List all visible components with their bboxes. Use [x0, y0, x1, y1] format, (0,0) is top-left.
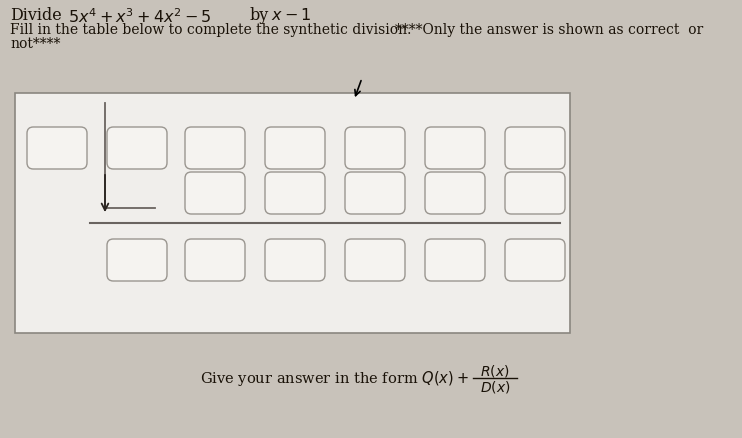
FancyBboxPatch shape [505, 240, 565, 281]
FancyBboxPatch shape [265, 128, 325, 170]
FancyBboxPatch shape [505, 128, 565, 170]
Text: by: by [250, 7, 269, 24]
Text: Fill in the table below to complete the synthetic division.: Fill in the table below to complete the … [10, 23, 411, 37]
FancyBboxPatch shape [27, 128, 87, 170]
FancyBboxPatch shape [425, 128, 485, 170]
FancyBboxPatch shape [265, 240, 325, 281]
FancyBboxPatch shape [107, 128, 167, 170]
FancyBboxPatch shape [107, 240, 167, 281]
FancyBboxPatch shape [425, 240, 485, 281]
Text: Give your answer in the form $Q(x)+$: Give your answer in the form $Q(x)+$ [200, 369, 469, 388]
Bar [15, 94, 570, 333]
FancyBboxPatch shape [265, 173, 325, 215]
FancyBboxPatch shape [185, 173, 245, 215]
Text: $R(x)$: $R(x)$ [480, 362, 510, 378]
FancyBboxPatch shape [345, 240, 405, 281]
FancyBboxPatch shape [425, 173, 485, 215]
Text: $5x^4+x^3+4x^2-5$: $5x^4+x^3+4x^2-5$ [68, 7, 211, 26]
FancyBboxPatch shape [505, 173, 565, 215]
Text: not****: not**** [10, 37, 60, 51]
FancyBboxPatch shape [345, 173, 405, 215]
Text: $D(x)$: $D(x)$ [480, 378, 510, 394]
FancyBboxPatch shape [345, 128, 405, 170]
FancyBboxPatch shape [185, 240, 245, 281]
Text: $x-1$: $x-1$ [271, 7, 312, 23]
Text: ****Only the answer is shown as correct  or: ****Only the answer is shown as correct … [395, 23, 703, 37]
Text: Divide: Divide [10, 7, 62, 24]
FancyBboxPatch shape [185, 128, 245, 170]
